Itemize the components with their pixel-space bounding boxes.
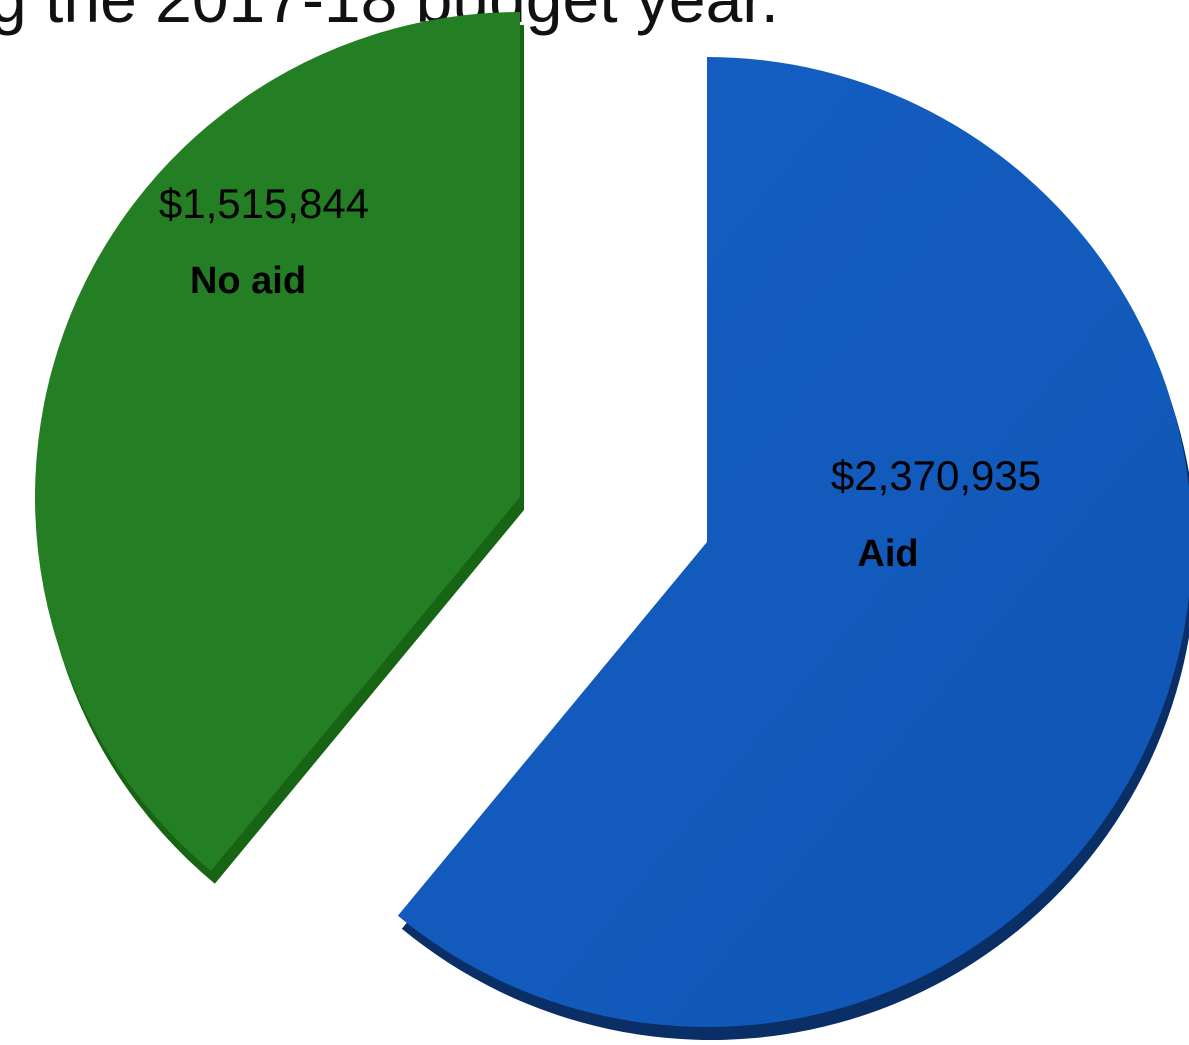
slice-aid: [397, 57, 1189, 1027]
pie-labels: $1,515,844 No aid $2,370,935 Aid: [159, 180, 1041, 575]
value-label-no-aid: $1,515,844: [159, 180, 369, 227]
value-label-aid: $2,370,935: [831, 452, 1041, 499]
category-label-no-aid: No aid: [190, 260, 306, 302]
category-label-aid: Aid: [857, 533, 918, 575]
pie-slices: [34, 12, 1189, 1040]
slice-no-aid: [34, 12, 520, 871]
